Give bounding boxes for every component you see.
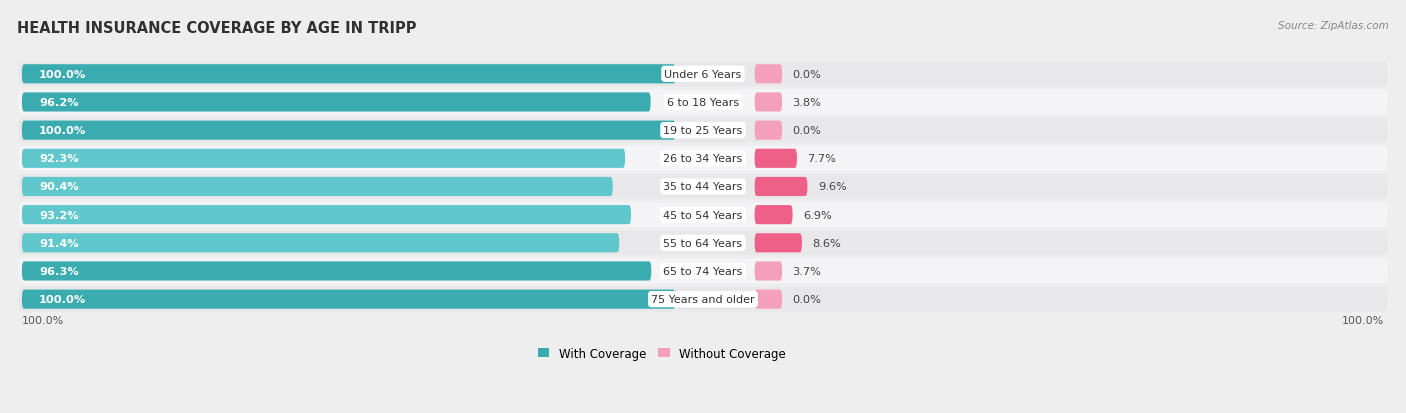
Text: 100.0%: 100.0% — [39, 70, 86, 80]
Text: 100.0%: 100.0% — [1341, 316, 1384, 325]
Text: Source: ZipAtlas.com: Source: ZipAtlas.com — [1278, 21, 1389, 31]
Text: Under 6 Years: Under 6 Years — [665, 70, 741, 80]
Text: 6.9%: 6.9% — [803, 210, 831, 220]
FancyBboxPatch shape — [22, 290, 675, 309]
Text: 19 to 25 Years: 19 to 25 Years — [664, 126, 742, 136]
FancyBboxPatch shape — [755, 121, 782, 140]
FancyBboxPatch shape — [22, 65, 675, 84]
FancyBboxPatch shape — [755, 262, 782, 281]
FancyBboxPatch shape — [18, 259, 1388, 284]
Text: 55 to 64 Years: 55 to 64 Years — [664, 238, 742, 248]
FancyBboxPatch shape — [755, 93, 782, 112]
Text: 0.0%: 0.0% — [793, 126, 821, 136]
Text: 100.0%: 100.0% — [39, 126, 86, 136]
FancyBboxPatch shape — [18, 62, 1388, 87]
Text: 8.6%: 8.6% — [813, 238, 841, 248]
FancyBboxPatch shape — [18, 203, 1388, 228]
FancyBboxPatch shape — [755, 178, 807, 197]
Text: 96.3%: 96.3% — [39, 266, 79, 276]
FancyBboxPatch shape — [755, 65, 782, 84]
Text: 9.6%: 9.6% — [818, 182, 846, 192]
FancyBboxPatch shape — [22, 150, 626, 169]
Text: 90.4%: 90.4% — [39, 182, 79, 192]
FancyBboxPatch shape — [18, 90, 1388, 115]
FancyBboxPatch shape — [22, 121, 675, 140]
FancyBboxPatch shape — [18, 147, 1388, 171]
Text: 0.0%: 0.0% — [793, 294, 821, 304]
FancyBboxPatch shape — [755, 206, 793, 225]
FancyBboxPatch shape — [755, 290, 782, 309]
FancyBboxPatch shape — [755, 150, 797, 169]
FancyBboxPatch shape — [22, 93, 651, 112]
Text: 65 to 74 Years: 65 to 74 Years — [664, 266, 742, 276]
Text: 96.2%: 96.2% — [39, 98, 79, 108]
Text: 7.7%: 7.7% — [807, 154, 837, 164]
Text: 35 to 44 Years: 35 to 44 Years — [664, 182, 742, 192]
FancyBboxPatch shape — [22, 262, 651, 281]
Text: 3.8%: 3.8% — [793, 98, 821, 108]
FancyBboxPatch shape — [18, 119, 1388, 143]
FancyBboxPatch shape — [22, 206, 631, 225]
Text: 6 to 18 Years: 6 to 18 Years — [666, 98, 740, 108]
FancyBboxPatch shape — [18, 175, 1388, 199]
FancyBboxPatch shape — [22, 178, 613, 197]
FancyBboxPatch shape — [18, 287, 1388, 312]
Text: 92.3%: 92.3% — [39, 154, 79, 164]
FancyBboxPatch shape — [22, 234, 619, 253]
Text: 91.4%: 91.4% — [39, 238, 79, 248]
FancyBboxPatch shape — [18, 231, 1388, 256]
FancyBboxPatch shape — [755, 234, 801, 253]
Text: 3.7%: 3.7% — [793, 266, 821, 276]
Text: 45 to 54 Years: 45 to 54 Years — [664, 210, 742, 220]
Text: 0.0%: 0.0% — [793, 70, 821, 80]
Text: 100.0%: 100.0% — [39, 294, 86, 304]
Text: 26 to 34 Years: 26 to 34 Years — [664, 154, 742, 164]
Text: 100.0%: 100.0% — [22, 316, 65, 325]
Text: 93.2%: 93.2% — [39, 210, 79, 220]
Text: HEALTH INSURANCE COVERAGE BY AGE IN TRIPP: HEALTH INSURANCE COVERAGE BY AGE IN TRIP… — [17, 21, 416, 36]
Legend: With Coverage, Without Coverage: With Coverage, Without Coverage — [533, 342, 790, 365]
Text: 75 Years and older: 75 Years and older — [651, 294, 755, 304]
